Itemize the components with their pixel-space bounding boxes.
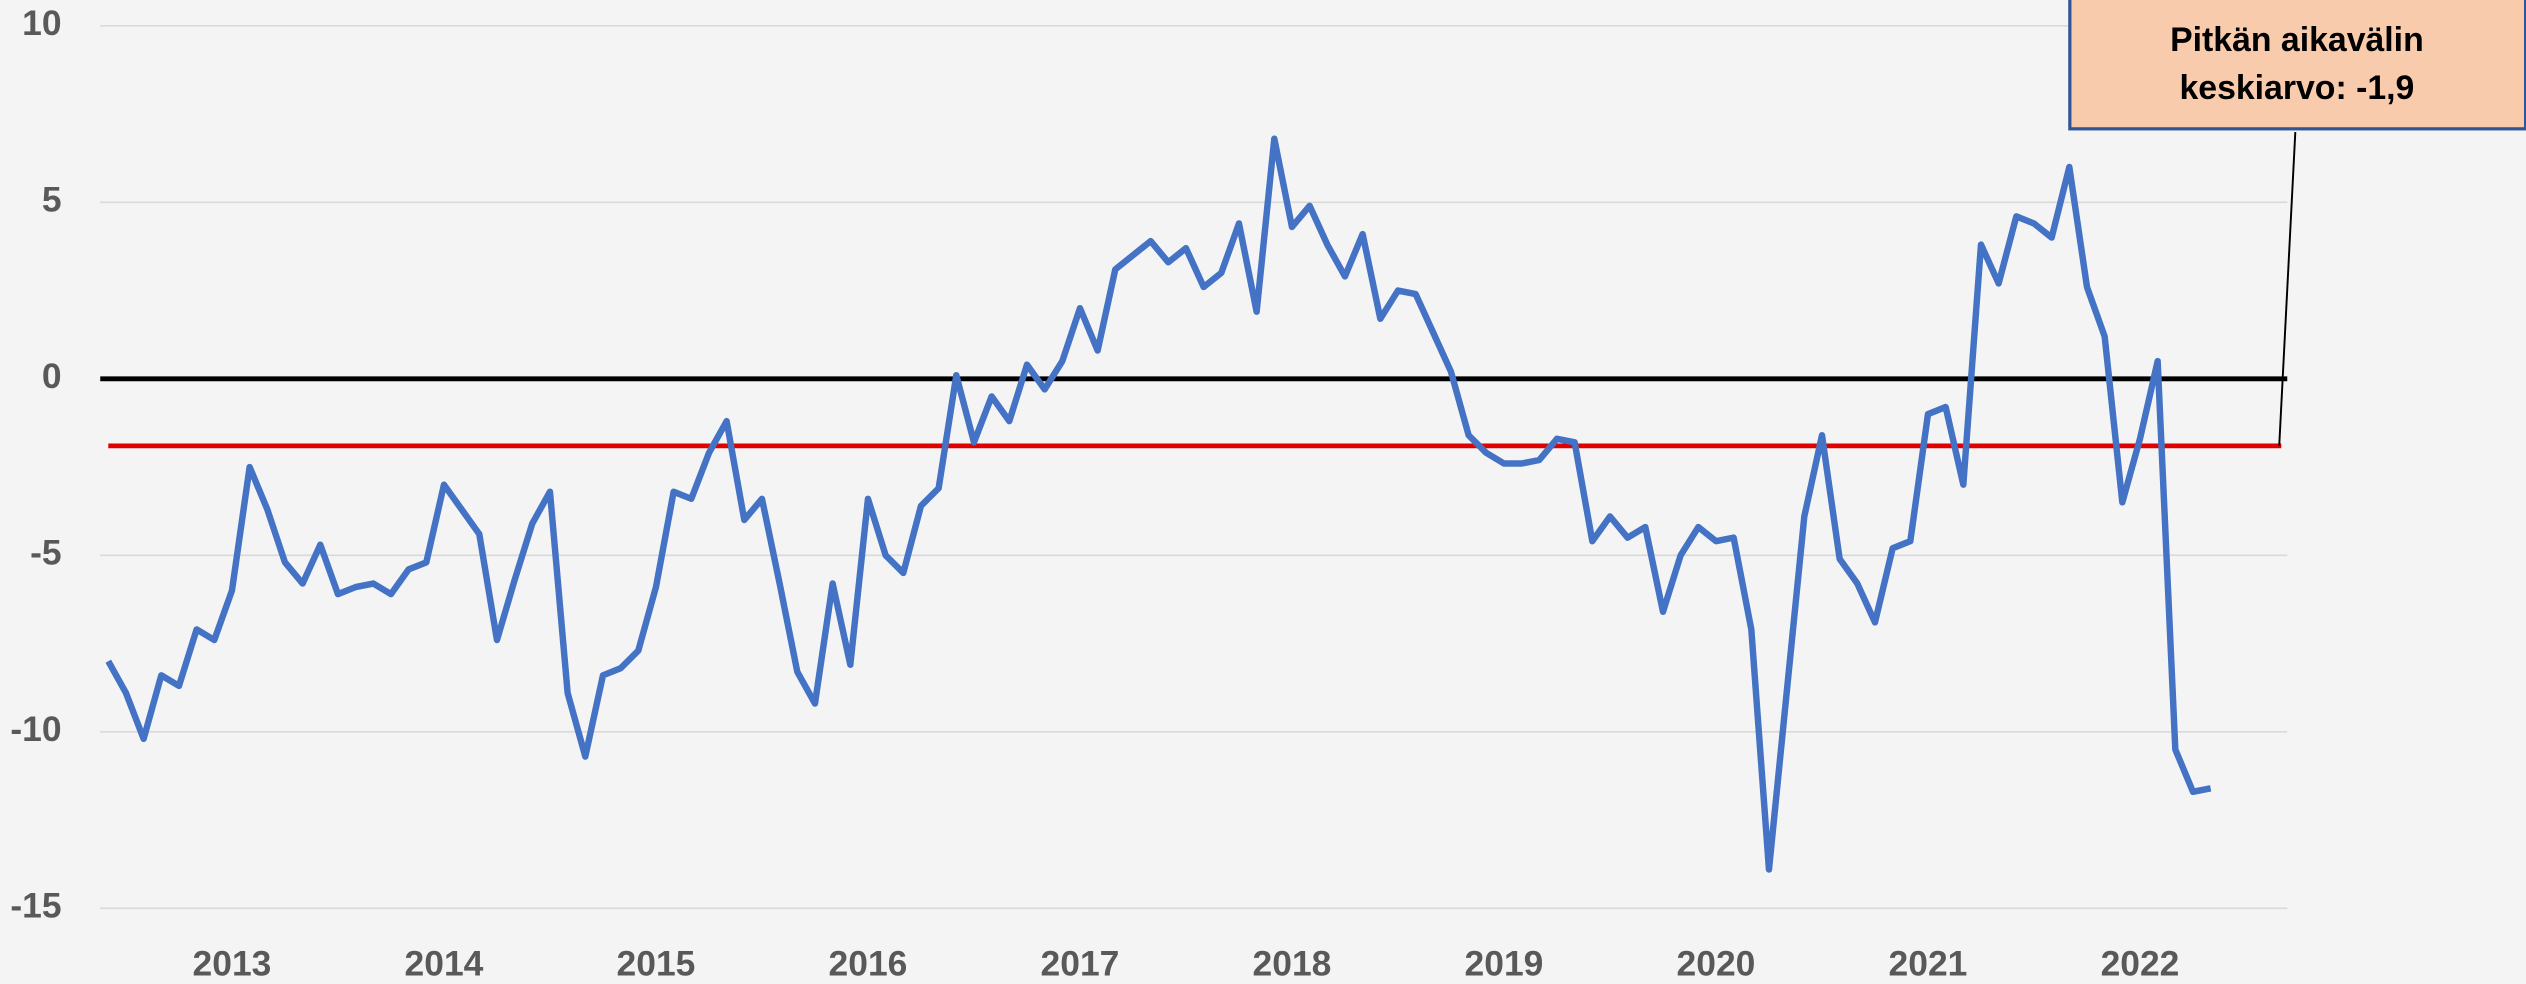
x-tick-label: 2019: [1465, 944, 1544, 984]
y-tick-label: 10: [22, 3, 61, 43]
x-tick-label: 2015: [617, 944, 696, 984]
plot: -15 -10 -5 0 5 10 2013 2014 2015 2016 2017 2018 2019…: [10, 3, 2288, 984]
annotation-box: [2068, 0, 2526, 131]
x-tick-label: 2014: [405, 944, 484, 984]
x-tick-label: 2013: [193, 944, 272, 984]
x-tick-label: 2017: [1041, 944, 1120, 984]
annotation: Pitkän aikavälin: [2170, 21, 2424, 59]
leader-line: [2278, 132, 2297, 447]
x-tick-label: 2018: [1253, 944, 1332, 984]
y-tick-label: -15: [10, 886, 61, 926]
y-tick-label: 0: [42, 356, 62, 396]
annotation: keskiarvo: -1,9: [2179, 69, 2414, 107]
y-tick-label: -10: [10, 709, 61, 749]
x-tick-label: 2020: [1677, 944, 1756, 984]
x-tick-label: 2021: [1889, 944, 1968, 984]
y-tick-label: -5: [30, 533, 62, 573]
x-tick-label: 2022: [2101, 944, 2180, 984]
series-line: [105, 135, 2212, 873]
y-tick-label: 5: [42, 180, 62, 220]
x-tick-label: 2016: [829, 944, 908, 984]
